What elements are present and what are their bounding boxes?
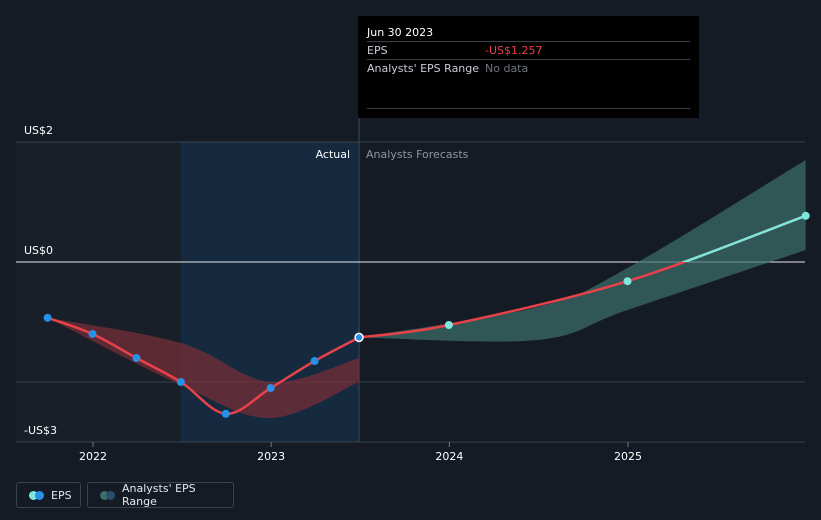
tooltip-eps-value: -US$1.257: [485, 44, 543, 57]
legend-range-button[interactable]: Analysts' EPS Range: [87, 482, 234, 508]
range-area-forecast: [359, 160, 806, 342]
range-legend-icon: [100, 490, 115, 500]
tooltip-range-row: Analysts' EPS Range No data: [367, 59, 690, 77]
y-axis-labels: US$2 US$0 -US$3: [24, 124, 57, 437]
eps-point[interactable]: [444, 321, 453, 329]
eps-line-actual: [47, 316, 360, 416]
eps-point[interactable]: [266, 384, 275, 392]
x-tick-label: 2024: [435, 450, 463, 463]
eps-point[interactable]: [88, 330, 97, 338]
x-tick-label: 2025: [614, 450, 642, 463]
eps-tooltip: Jun 30 2023 EPS -US$1.257 Analysts' EPS …: [358, 16, 699, 118]
tooltip-divider: [367, 108, 690, 109]
eps-point[interactable]: [623, 277, 632, 286]
legend-eps-label: EPS: [51, 488, 72, 502]
eps-point[interactable]: [176, 378, 185, 386]
actual-section-label: Actual: [316, 148, 350, 161]
eps-line-forecast-positive: [680, 214, 807, 262]
x-axis-labels: 2022 2023 2024 2025: [79, 442, 642, 463]
y-tick-label: US$2: [24, 124, 53, 137]
legend-range-label: Analysts' EPS Range: [122, 482, 196, 508]
eps-point[interactable]: [43, 313, 52, 322]
past-period-band: [16, 142, 181, 442]
y-tick-label: US$0: [24, 244, 53, 257]
x-tick-label: 2023: [257, 450, 285, 463]
eps-point[interactable]: [354, 332, 364, 343]
eps-point[interactable]: [221, 409, 230, 418]
tooltip-range-label: Analysts' EPS Range: [367, 62, 480, 75]
range-area-actual: [47, 317, 360, 419]
eps-point[interactable]: [801, 211, 810, 220]
tooltip-eps-row: EPS -US$1.257: [367, 41, 690, 59]
tooltip-eps-label: EPS: [367, 44, 388, 57]
eps-point[interactable]: [132, 354, 141, 362]
tooltip-range-value: No data: [485, 62, 529, 75]
eps-legend-icon: [29, 490, 44, 500]
y-tick-label: -US$3: [24, 424, 57, 437]
legend-eps-button[interactable]: EPS: [16, 482, 81, 508]
tooltip-date: Jun 30 2023: [367, 26, 434, 39]
eps-points: [43, 211, 810, 418]
x-tick-label: 2022: [79, 450, 107, 463]
eps-point[interactable]: [310, 357, 319, 365]
eps-lines: [47, 214, 807, 416]
forecast-section-label: Analysts Forecasts: [366, 148, 469, 161]
